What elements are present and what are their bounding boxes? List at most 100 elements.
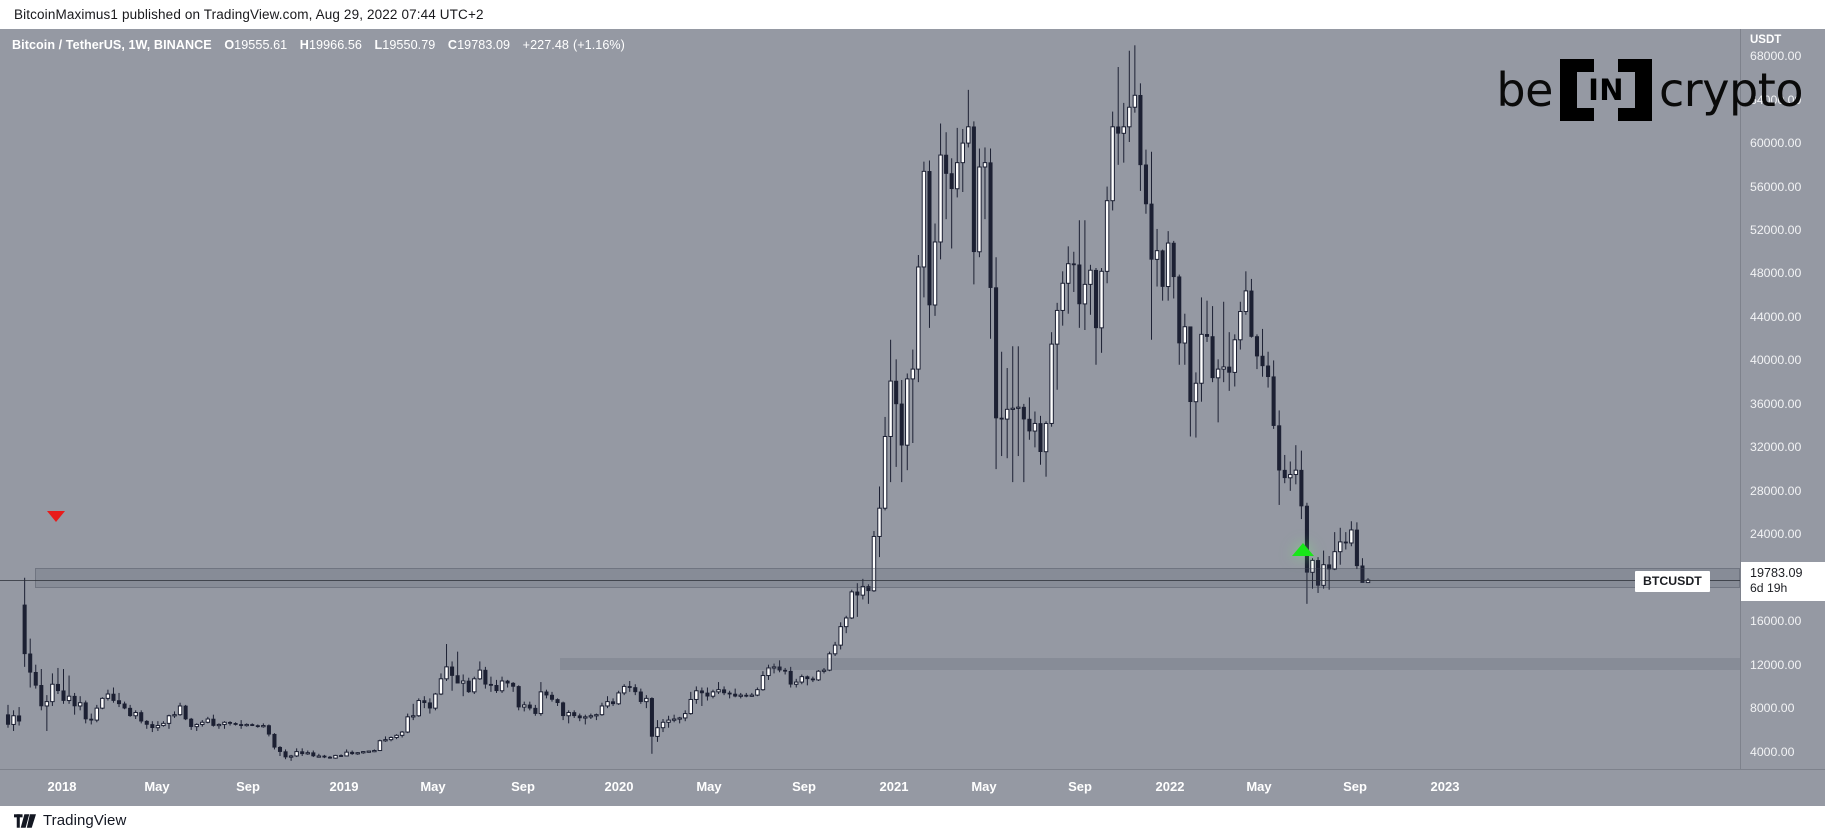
candle-body — [1249, 290, 1254, 337]
candle-body — [422, 700, 427, 704]
candle-body — [855, 591, 860, 596]
candle-body — [1171, 242, 1176, 278]
candle-body — [1143, 164, 1148, 205]
tradingview-brand-name: TradingView — [43, 812, 127, 829]
candle-body — [594, 714, 599, 717]
candle-body — [116, 700, 122, 705]
candle-body — [294, 751, 299, 757]
tradingview-brand[interactable]: TradingView — [14, 812, 126, 829]
candle-body — [1071, 263, 1076, 266]
legend-symbol[interactable]: Bitcoin / TetherUS, 1W, BINANCE — [12, 38, 212, 52]
candle-body — [671, 718, 677, 721]
candle-body — [821, 669, 827, 672]
candle-body — [383, 739, 388, 742]
candle-body — [283, 751, 288, 758]
sell-marker[interactable] — [47, 511, 65, 522]
chart-frame: Bitcoin / TetherUS, 1W, BINANCE O19555.6… — [0, 29, 1825, 769]
price-tick: 44000.00 — [1750, 309, 1802, 324]
candle-body — [105, 693, 111, 699]
candle-body — [722, 689, 727, 694]
candle-body — [1199, 333, 1204, 384]
candle-body — [177, 705, 183, 716]
candle-body — [233, 723, 238, 725]
candle-body — [927, 171, 932, 306]
watermark-in-text: IN — [1588, 73, 1624, 107]
candlestick-plot[interactable] — [0, 29, 1740, 769]
candle-body — [339, 755, 344, 757]
legend-close-label: C — [447, 38, 458, 52]
candle-body — [932, 241, 938, 306]
candle-body — [1010, 407, 1015, 410]
candle-body — [566, 711, 571, 717]
candle-body — [72, 695, 77, 707]
symbol-price-tag: BTCUSDT — [1635, 571, 1710, 593]
time-axis[interactable]: 2018 May Sep 2019 May Sep 2020 May Sep 2021 May Sep… — [0, 769, 1825, 806]
price-axis[interactable]: USDT 68000.00 64000.00 60000.00 56000.00 520… — [1740, 29, 1825, 769]
candle-body — [5, 714, 11, 725]
candle-body — [738, 694, 743, 697]
candle-body — [361, 751, 366, 754]
candle-body — [405, 716, 410, 733]
candle-body — [1343, 541, 1348, 544]
candle-body — [1004, 408, 1010, 420]
support-zone-12k[interactable] — [560, 658, 1740, 671]
candle-body — [527, 704, 532, 709]
candle-body — [522, 704, 527, 708]
candle-body — [366, 750, 372, 753]
candle-body — [783, 669, 788, 672]
candle-body — [394, 734, 399, 738]
candle-body — [1238, 311, 1243, 341]
candle-body — [860, 585, 866, 596]
current-price-line — [0, 580, 1740, 582]
candle-body — [444, 666, 449, 680]
candle-body — [788, 670, 793, 685]
time-tick: May — [696, 779, 722, 794]
candle-body — [1016, 406, 1021, 409]
candle-body — [882, 435, 888, 509]
buy-marker[interactable] — [1292, 543, 1314, 556]
candle-body — [1215, 368, 1221, 379]
candle-body — [1132, 94, 1138, 108]
candle-body — [938, 154, 943, 243]
price-tick: 68000.00 — [1750, 49, 1802, 64]
candle-body — [799, 676, 805, 683]
candle-body — [77, 702, 83, 707]
price-tick: 60000.00 — [1750, 136, 1802, 151]
candle-body — [488, 683, 493, 686]
candle-body — [1027, 418, 1032, 432]
candle-body — [843, 617, 849, 628]
candle-body — [827, 653, 832, 671]
published-byline: BitcoinMaximus1 published on TradingView… — [14, 7, 484, 22]
resistance-zone-20k[interactable] — [35, 567, 1740, 588]
candle-body — [666, 719, 671, 723]
time-tick: May — [971, 779, 997, 794]
candle-body — [1043, 422, 1049, 453]
candle-body — [744, 694, 749, 697]
candle-body — [1188, 326, 1193, 403]
candle-body — [1116, 126, 1121, 134]
candle-body — [688, 698, 693, 715]
candle-body — [1271, 376, 1276, 426]
candle-body — [1104, 200, 1110, 272]
beincrypto-watermark: be IN crypto — [1496, 59, 1803, 121]
candle-body — [66, 695, 72, 702]
candle-body — [982, 162, 988, 168]
candle-body — [683, 713, 688, 719]
candle-body — [960, 142, 965, 164]
time-tick: 2020 — [604, 779, 634, 794]
legend-change-percent: (+1.16%) — [572, 38, 625, 52]
price-tick: 8000.00 — [1750, 701, 1795, 716]
candle-body — [1277, 425, 1282, 471]
candle-body — [544, 691, 549, 696]
candle-body — [1266, 365, 1271, 378]
price-tick: 4000.00 — [1750, 744, 1795, 759]
candle-body — [28, 653, 33, 673]
candle-body — [1243, 290, 1249, 313]
current-price-value: 19783.09 — [1750, 566, 1803, 581]
legend-open-label: O — [224, 38, 235, 52]
candle-body — [660, 721, 666, 729]
candle-body — [716, 689, 721, 693]
candle-body — [1360, 565, 1365, 583]
candle-body — [122, 703, 127, 709]
candle-body — [272, 733, 277, 748]
